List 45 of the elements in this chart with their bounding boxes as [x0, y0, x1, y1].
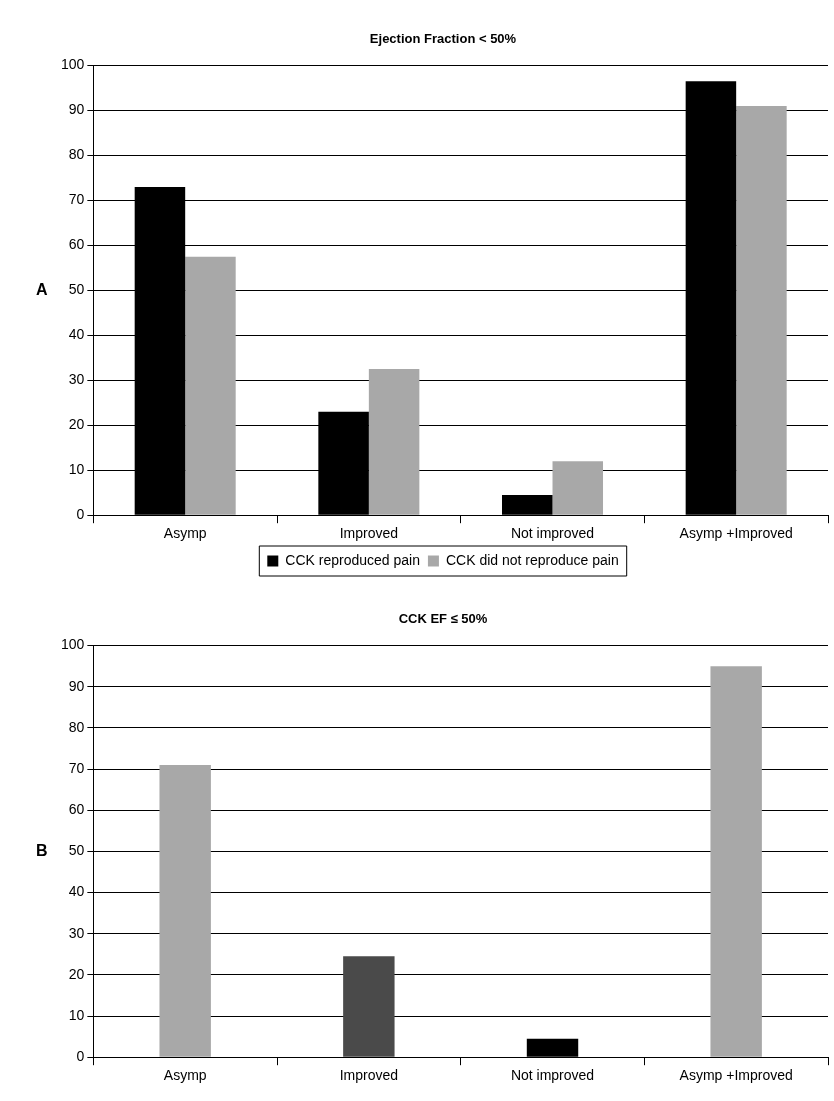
y-tick-label: 70 — [68, 191, 85, 208]
y-tick-label: 80 — [68, 718, 85, 735]
y-tick-label: 40 — [68, 883, 85, 900]
x-tick-label: Asymp — [163, 1067, 207, 1084]
y-tick-label: 0 — [76, 506, 85, 523]
text: A — [36, 280, 48, 298]
y-tick-label: 30 — [68, 924, 85, 941]
y-tick-label: 20 — [68, 416, 85, 433]
y-tick-label: 0 — [76, 1048, 85, 1065]
x-tick-label: Asymp — [163, 525, 207, 542]
y-tick-label: 10 — [68, 461, 85, 478]
y-tick-label: 100 — [61, 636, 85, 653]
y-tick-label: 100 — [61, 56, 85, 73]
y-tick-label: 90 — [68, 677, 85, 694]
x-tick-label: Asymp +Improved — [679, 1067, 793, 1084]
x-tick-label: Asymp +Improved — [679, 525, 793, 542]
bar — [368, 369, 420, 515]
x-tick-label: Not improved — [510, 1067, 595, 1084]
bar — [185, 256, 236, 515]
chart-title: Ejection Fraction < 50% — [369, 31, 517, 47]
x-tick-label: Not improved — [510, 525, 595, 542]
chart-title: CCK EF ≤ 50% — [398, 611, 488, 627]
y-tick-label: 90 — [68, 101, 85, 118]
legend-label: CCK did not reproduce pain — [445, 551, 619, 568]
bar — [159, 764, 211, 1057]
y-tick-label: 60 — [68, 236, 85, 253]
y-tick-label: 40 — [68, 326, 85, 343]
x-tick-label: Improved — [339, 525, 399, 542]
y-tick-label: 70 — [68, 759, 85, 776]
legend-label: CCK reproduced pain — [285, 551, 420, 568]
bar — [736, 106, 787, 515]
bar — [343, 956, 395, 1057]
bar — [710, 666, 762, 1057]
bar — [552, 461, 604, 515]
y-tick-label: 10 — [68, 1006, 85, 1023]
y-tick-label: 60 — [68, 801, 85, 818]
y-tick-label: 50 — [68, 842, 85, 859]
y-tick-label: 20 — [68, 965, 85, 982]
x-tick-label: Improved — [339, 1067, 399, 1084]
bar — [526, 1038, 579, 1057]
y-tick-label: 30 — [68, 371, 85, 388]
text: B — [36, 841, 48, 859]
y-tick-label: 80 — [68, 146, 85, 163]
bar — [502, 494, 553, 515]
y-tick-label: 50 — [68, 281, 85, 298]
